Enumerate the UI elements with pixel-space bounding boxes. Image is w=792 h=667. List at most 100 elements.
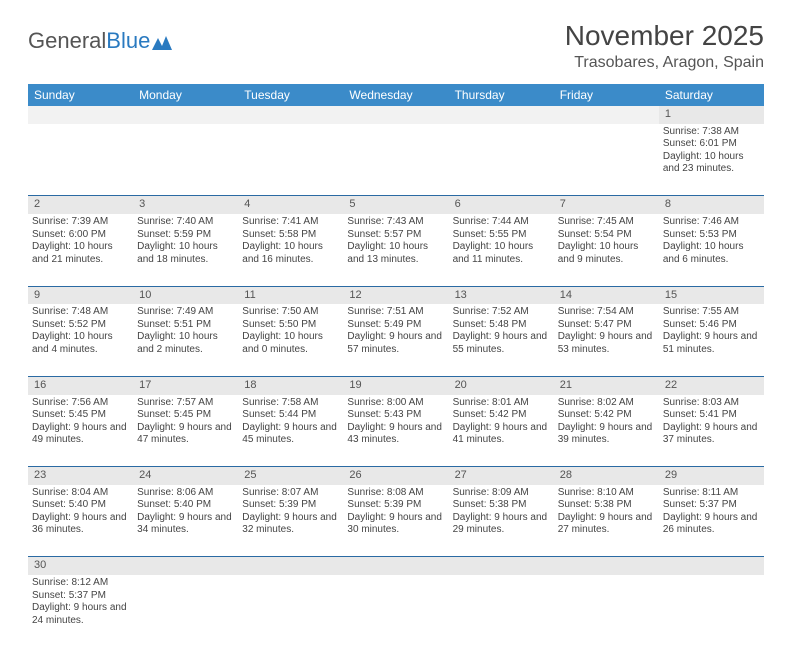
- week-row: Sunrise: 8:04 AMSunset: 5:40 PMDaylight:…: [28, 485, 764, 557]
- day-number: [238, 557, 343, 575]
- day-number: 23: [28, 467, 133, 485]
- day-number: 30: [28, 557, 133, 575]
- day-number: [449, 106, 554, 124]
- day-cell: Sunrise: 7:41 AMSunset: 5:58 PMDaylight:…: [238, 214, 343, 286]
- daylight-line: Daylight: 9 hours and 26 minutes.: [663, 512, 760, 537]
- sunset-line: Sunset: 5:41 PM: [663, 409, 760, 422]
- sunrise-line: Sunrise: 7:58 AM: [242, 397, 339, 410]
- sunset-line: Sunset: 5:39 PM: [347, 499, 444, 512]
- day-number: 17: [133, 376, 238, 394]
- calendar-body: 1Sunrise: 7:38 AMSunset: 6:01 PMDaylight…: [28, 106, 764, 647]
- day-cell: Sunrise: 8:11 AMSunset: 5:37 PMDaylight:…: [659, 485, 764, 557]
- sunset-line: Sunset: 5:38 PM: [558, 499, 655, 512]
- day-number: [554, 106, 659, 124]
- day-number: 22: [659, 376, 764, 394]
- day-number: [343, 557, 448, 575]
- day-number: [449, 557, 554, 575]
- sunrise-line: Sunrise: 8:07 AM: [242, 487, 339, 500]
- dayhead-fri: Friday: [554, 84, 659, 106]
- month-title: November 2025: [565, 20, 764, 52]
- daylight-line: Daylight: 9 hours and 47 minutes.: [137, 422, 234, 447]
- logo: GeneralBlue: [28, 28, 172, 54]
- day-cell: [449, 575, 554, 647]
- day-number: 16: [28, 376, 133, 394]
- sunrise-line: Sunrise: 7:48 AM: [32, 306, 129, 319]
- sunrise-line: Sunrise: 7:45 AM: [558, 216, 655, 229]
- sunrise-line: Sunrise: 7:38 AM: [663, 126, 760, 139]
- sunrise-line: Sunrise: 8:04 AM: [32, 487, 129, 500]
- dayhead-sat: Saturday: [659, 84, 764, 106]
- daylight-line: Daylight: 10 hours and 2 minutes.: [137, 331, 234, 356]
- daylight-line: Daylight: 10 hours and 11 minutes.: [453, 241, 550, 266]
- sunset-line: Sunset: 5:40 PM: [32, 499, 129, 512]
- day-header-row: Sunday Monday Tuesday Wednesday Thursday…: [28, 84, 764, 106]
- day-cell: Sunrise: 7:43 AMSunset: 5:57 PMDaylight:…: [343, 214, 448, 286]
- day-cell: Sunrise: 7:58 AMSunset: 5:44 PMDaylight:…: [238, 395, 343, 467]
- week-row: Sunrise: 7:39 AMSunset: 6:00 PMDaylight:…: [28, 214, 764, 286]
- sunset-line: Sunset: 5:45 PM: [137, 409, 234, 422]
- daylight-line: Daylight: 10 hours and 18 minutes.: [137, 241, 234, 266]
- daynum-row: 30: [28, 557, 764, 575]
- sunrise-line: Sunrise: 7:49 AM: [137, 306, 234, 319]
- day-cell: Sunrise: 7:45 AMSunset: 5:54 PMDaylight:…: [554, 214, 659, 286]
- day-cell: Sunrise: 7:52 AMSunset: 5:48 PMDaylight:…: [449, 304, 554, 376]
- sunrise-line: Sunrise: 7:51 AM: [347, 306, 444, 319]
- flag-icon: [152, 30, 172, 44]
- daylight-line: Daylight: 9 hours and 51 minutes.: [663, 331, 760, 356]
- day-cell: [343, 575, 448, 647]
- sunset-line: Sunset: 5:51 PM: [137, 319, 234, 332]
- sunrise-line: Sunrise: 7:43 AM: [347, 216, 444, 229]
- day-cell: [238, 575, 343, 647]
- daylight-line: Daylight: 9 hours and 45 minutes.: [242, 422, 339, 447]
- daynum-row: 9101112131415: [28, 286, 764, 304]
- sunrise-line: Sunrise: 8:00 AM: [347, 397, 444, 410]
- daylight-line: Daylight: 9 hours and 39 minutes.: [558, 422, 655, 447]
- week-row: Sunrise: 7:56 AMSunset: 5:45 PMDaylight:…: [28, 395, 764, 467]
- day-number: 19: [343, 376, 448, 394]
- sunset-line: Sunset: 5:49 PM: [347, 319, 444, 332]
- day-number: [133, 106, 238, 124]
- day-cell: [133, 124, 238, 196]
- day-cell: [28, 124, 133, 196]
- sunset-line: Sunset: 5:40 PM: [137, 499, 234, 512]
- sunset-line: Sunset: 5:50 PM: [242, 319, 339, 332]
- sunset-line: Sunset: 5:54 PM: [558, 229, 655, 242]
- day-cell: Sunrise: 7:46 AMSunset: 5:53 PMDaylight:…: [659, 214, 764, 286]
- day-cell: [554, 575, 659, 647]
- daylight-line: Daylight: 9 hours and 53 minutes.: [558, 331, 655, 356]
- daylight-line: Daylight: 9 hours and 24 minutes.: [32, 602, 129, 627]
- sunrise-line: Sunrise: 7:52 AM: [453, 306, 550, 319]
- sunset-line: Sunset: 5:44 PM: [242, 409, 339, 422]
- sunset-line: Sunset: 6:00 PM: [32, 229, 129, 242]
- day-number: 5: [343, 196, 448, 214]
- day-cell: Sunrise: 8:09 AMSunset: 5:38 PMDaylight:…: [449, 485, 554, 557]
- day-number: [343, 106, 448, 124]
- day-cell: Sunrise: 7:38 AMSunset: 6:01 PMDaylight:…: [659, 124, 764, 196]
- sunrise-line: Sunrise: 7:55 AM: [663, 306, 760, 319]
- sunset-line: Sunset: 5:53 PM: [663, 229, 760, 242]
- daylight-line: Daylight: 10 hours and 21 minutes.: [32, 241, 129, 266]
- sunset-line: Sunset: 5:47 PM: [558, 319, 655, 332]
- sunrise-line: Sunrise: 7:39 AM: [32, 216, 129, 229]
- daylight-line: Daylight: 9 hours and 43 minutes.: [347, 422, 444, 447]
- sunrise-line: Sunrise: 8:12 AM: [32, 577, 129, 590]
- daylight-line: Daylight: 9 hours and 30 minutes.: [347, 512, 444, 537]
- day-number: 4: [238, 196, 343, 214]
- daylight-line: Daylight: 9 hours and 55 minutes.: [453, 331, 550, 356]
- sunset-line: Sunset: 5:45 PM: [32, 409, 129, 422]
- sunrise-line: Sunrise: 8:01 AM: [453, 397, 550, 410]
- day-number: 11: [238, 286, 343, 304]
- day-cell: Sunrise: 7:49 AMSunset: 5:51 PMDaylight:…: [133, 304, 238, 376]
- day-cell: [554, 124, 659, 196]
- day-cell: Sunrise: 8:04 AMSunset: 5:40 PMDaylight:…: [28, 485, 133, 557]
- daylight-line: Daylight: 9 hours and 41 minutes.: [453, 422, 550, 447]
- sunset-line: Sunset: 5:59 PM: [137, 229, 234, 242]
- day-cell: Sunrise: 7:40 AMSunset: 5:59 PMDaylight:…: [133, 214, 238, 286]
- calendar-table: Sunday Monday Tuesday Wednesday Thursday…: [28, 84, 764, 647]
- day-number: 13: [449, 286, 554, 304]
- sunrise-line: Sunrise: 8:09 AM: [453, 487, 550, 500]
- day-number: [554, 557, 659, 575]
- sunrise-line: Sunrise: 7:56 AM: [32, 397, 129, 410]
- sunrise-line: Sunrise: 7:54 AM: [558, 306, 655, 319]
- sunset-line: Sunset: 5:48 PM: [453, 319, 550, 332]
